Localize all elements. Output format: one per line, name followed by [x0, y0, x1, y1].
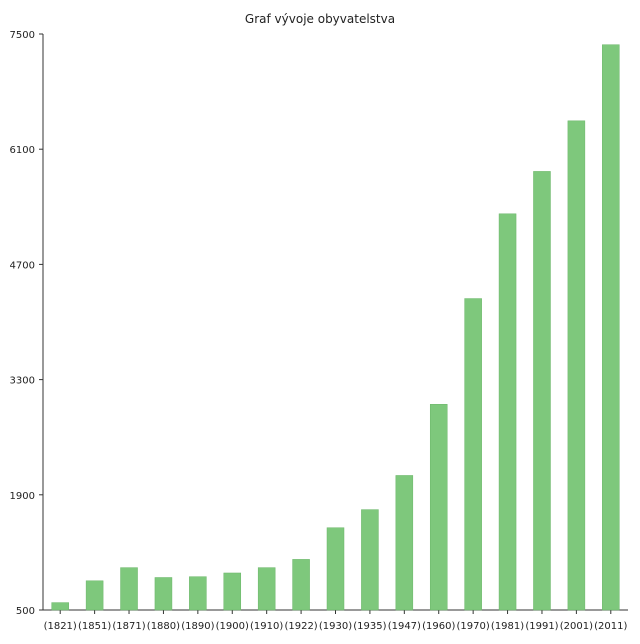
- bar: [223, 572, 242, 611]
- bar: [498, 213, 517, 611]
- bar: [361, 509, 379, 611]
- bar: [85, 580, 104, 611]
- chart-title: Graf vývoje obyvatelstva: [245, 12, 395, 26]
- x-tick-label: (1851): [78, 621, 111, 632]
- bar: [189, 576, 207, 611]
- y-tick-label: 500: [16, 606, 35, 617]
- y-tick-label: 1900: [10, 491, 35, 502]
- bar: [51, 602, 69, 611]
- bar: [395, 475, 414, 611]
- x-tick-label: (1890): [181, 621, 214, 632]
- y-tick-label: 7500: [10, 30, 35, 41]
- bar: [154, 577, 173, 611]
- x-tick-label: (1981): [491, 621, 524, 632]
- x-tick-label: (1910): [250, 621, 283, 632]
- x-axis: (1821) (1851) (1871) (1880) (1890) (1900) (191…: [43, 609, 628, 632]
- x-tick-label: (1960): [422, 621, 455, 632]
- y-tick-label: 4700: [10, 260, 35, 271]
- x-tick-label: (2011): [594, 621, 627, 632]
- x-tick-label: (1991): [525, 621, 558, 632]
- bar: [292, 559, 310, 611]
- y-tick-label: 3300: [10, 376, 35, 387]
- x-tick-label: (1900): [216, 621, 249, 632]
- x-tick-label: (2001): [560, 621, 593, 632]
- bar: [257, 567, 276, 611]
- bar: [326, 527, 345, 611]
- bar: [120, 567, 138, 611]
- bar: [602, 44, 620, 611]
- x-tick-label: (1821): [44, 621, 77, 632]
- bar: [567, 120, 586, 611]
- x-tick-label: (1871): [112, 621, 145, 632]
- y-axis: 500 1900 3300 4700 6100 7500: [10, 30, 44, 617]
- x-tick-label: (1935): [353, 621, 386, 632]
- y-tick-label: 6100: [10, 145, 35, 156]
- bar: [429, 404, 448, 611]
- x-tick-label: (1922): [284, 621, 317, 632]
- bar: [464, 298, 482, 611]
- bar: [533, 171, 551, 611]
- x-tick-label: (1930): [319, 621, 352, 632]
- x-tick-label: (1880): [147, 621, 180, 632]
- bars: [51, 44, 620, 611]
- x-tick-label: (1970): [457, 621, 490, 632]
- x-tick-label: (1947): [388, 621, 421, 632]
